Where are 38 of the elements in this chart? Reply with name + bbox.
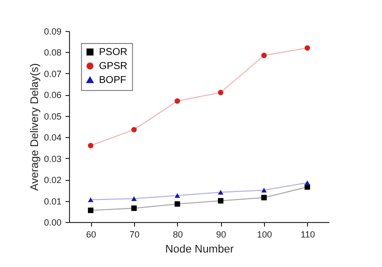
point (131, 205, 137, 211)
y-tick-label: 0.08 (44, 48, 62, 58)
y-tick-label: 0.03 (44, 154, 62, 164)
y-tick-label: 0.09 (44, 26, 62, 36)
point (174, 201, 180, 207)
y-tick-label: 0.02 (44, 175, 62, 186)
y-tick-label: 0.01 (44, 196, 62, 206)
point (261, 194, 267, 200)
point (88, 142, 94, 148)
legend-label: PSOR (99, 47, 128, 58)
point (304, 45, 310, 51)
y-tick-label: 0.05 (44, 111, 62, 122)
point (218, 198, 224, 204)
y-tick-label: 0.00 (44, 218, 62, 228)
legend-label: GPSR (99, 61, 128, 72)
x-tick-label: 90 (216, 230, 226, 240)
x-tick-label: 110 (300, 230, 316, 240)
point (174, 98, 180, 104)
x-tick-label: 60 (86, 230, 96, 240)
point (131, 126, 137, 132)
x-tick-label: 80 (172, 230, 183, 240)
point (174, 193, 180, 198)
point (88, 197, 94, 202)
point (304, 180, 310, 186)
point (88, 208, 94, 214)
x-tick-label: 70 (129, 230, 140, 240)
y-tick-label: 0.07 (44, 68, 62, 79)
point (218, 90, 224, 96)
point (261, 52, 267, 58)
legend-label: BOPF (99, 75, 126, 86)
x-axis-title: Node Number (165, 244, 234, 256)
y-tick-label: 0.04 (44, 132, 62, 143)
point (131, 196, 137, 202)
point (261, 188, 267, 193)
y-tick-label: 0.06 (44, 90, 62, 100)
y-axis-title: Average Delivery Delay(s) (28, 63, 41, 191)
point (218, 190, 224, 195)
x-tick-label: 100 (256, 230, 272, 240)
